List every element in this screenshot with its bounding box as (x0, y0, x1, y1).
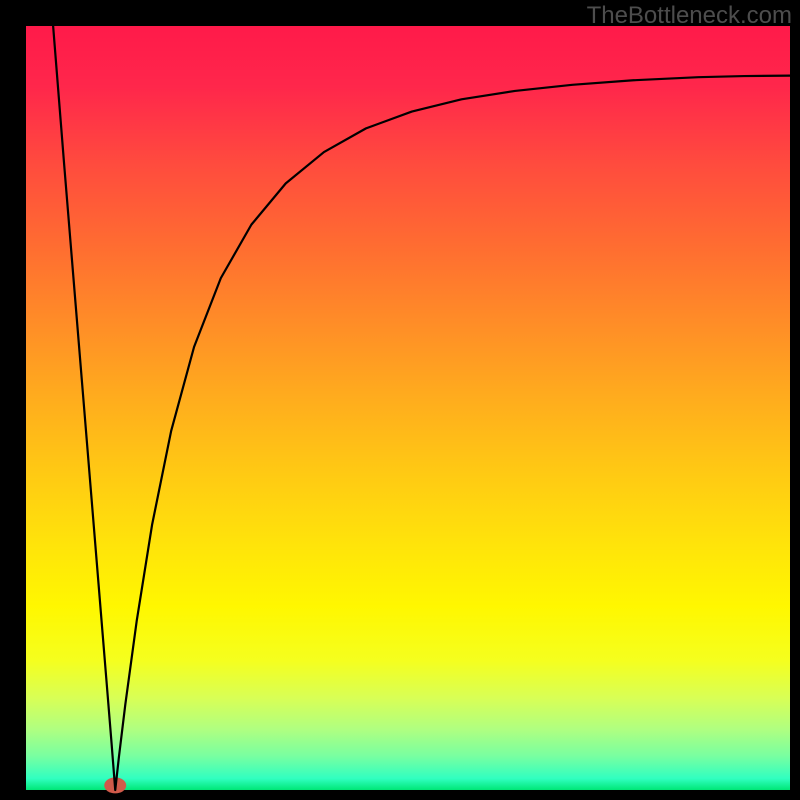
bottleneck-chart: TheBottleneck.com (0, 0, 800, 800)
chart-canvas (0, 0, 800, 800)
plot-area (26, 26, 790, 790)
